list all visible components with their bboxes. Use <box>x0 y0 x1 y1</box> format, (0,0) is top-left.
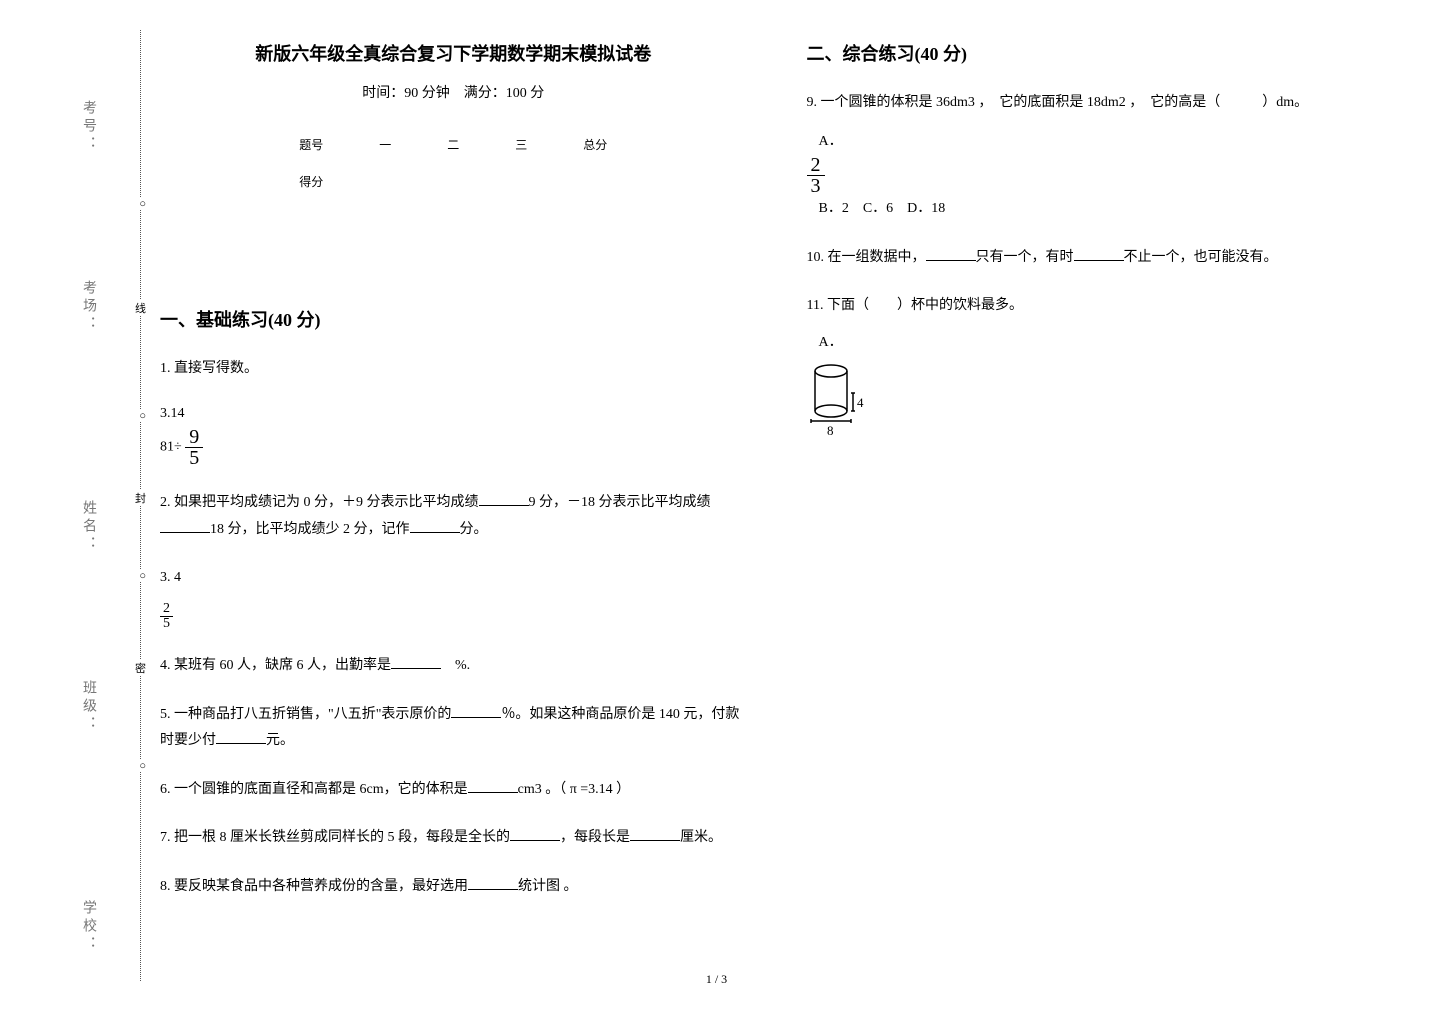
fill-blank <box>451 704 501 718</box>
seal-marker-icon: ○ <box>139 410 146 422</box>
seal-text-seal: 封 <box>135 490 146 506</box>
seal-line: ○ 线 ○ 封 ○ 密 ○ <box>140 30 141 981</box>
fraction: 2 5 <box>160 602 173 631</box>
question-8: 8. 要反映某食品中各种营养成份的含量，最好选用 统计图 。 <box>160 874 747 901</box>
page-number: 1 / 3 <box>0 972 1433 987</box>
question-number: 1. <box>160 361 174 376</box>
question-text: 18 分，比平均成绩少 2 分，记作 <box>210 522 410 537</box>
question-text: 一种商品打八五折销售，"八五折"表示原价的 <box>174 707 451 722</box>
question-text: 如果把平均成绩记为 0 分，＋9 分表示比平均成绩 <box>174 495 479 510</box>
name-label: 姓名： <box>78 500 98 554</box>
question-6: 6. 一个圆锥的底面直径和高都是 6cm，它的体积是 cm3 。（ π =3.14… <box>160 777 747 804</box>
score-table: 题号 一 二 三 总分 得分 <box>271 126 635 200</box>
section-heading-2: 二、综合练习(40 分) <box>807 40 1394 66</box>
score-header: 题号 <box>271 126 351 163</box>
question-text: 元。 <box>266 733 294 748</box>
score-header: 三 <box>487 126 555 163</box>
option-label: A． <box>807 129 843 156</box>
calc-expression: 81÷ <box>160 440 182 455</box>
fill-blank <box>926 247 976 261</box>
question-text: 要反映某食品中各种营养成份的含量，最好选用 <box>174 879 468 894</box>
score-header: 一 <box>351 126 419 163</box>
fraction: 9 5 <box>185 427 203 468</box>
question-text: 把一根 8 厘米长铁丝剪成同样长的 5 段，每段是全长的 <box>174 830 510 845</box>
score-header: 二 <box>419 126 487 163</box>
fill-blank <box>479 492 529 506</box>
exam-room-label: 考场： <box>78 280 98 334</box>
question-number: 3. <box>160 570 174 585</box>
question-3: 3. 4 2 5 <box>160 565 747 631</box>
class-label: 班级： <box>78 680 98 734</box>
question-text: 一个圆锥的体积是 36dm3 ， 它的底面积是 18dm2 ， 它的高是（ ）d… <box>821 95 1309 110</box>
question-10: 10. 在一组数据中， 只有一个，有时 不止一个，也可能没有。 <box>807 245 1394 272</box>
cup-height-label: 4 <box>857 395 864 410</box>
question-number: 8. <box>160 879 174 894</box>
table-row: 得分 <box>271 163 635 200</box>
fill-blank <box>160 519 210 533</box>
question-text: 下面（ ）杯中的饮料最多。 <box>827 298 1023 313</box>
question-text: 厘米。 <box>680 830 722 845</box>
fill-blank <box>630 827 680 841</box>
fraction: 2 3 <box>807 155 825 196</box>
question-11: 11. 下面（ ）杯中的饮料最多。 A． 8 4 <box>807 293 1394 451</box>
option-label: A． <box>807 330 1394 357</box>
table-row: 题号 一 二 三 总分 <box>271 126 635 163</box>
question-text: 某班有 60 人，缺席 6 人，出勤率是 <box>174 658 391 673</box>
section-heading-1: 一、基础练习(40 分) <box>160 306 747 332</box>
question-number: 7. <box>160 830 174 845</box>
school-label: 学校： <box>78 900 98 954</box>
question-text: 分。 <box>460 522 488 537</box>
question-text: 4 <box>174 570 181 585</box>
question-2: 2. 如果把平均成绩记为 0 分，＋9 分表示比平均成绩 9 分，－18 分表示比… <box>160 490 747 543</box>
fill-blank <box>391 655 441 669</box>
cup-icon: 8 4 <box>807 361 877 441</box>
question-text: %. <box>441 658 470 673</box>
fill-blank <box>1074 247 1124 261</box>
question-number: 11. <box>807 298 827 313</box>
question-text: 不止一个，也可能没有。 <box>1124 250 1278 265</box>
question-text: 直接写得数。 <box>174 361 258 376</box>
question-4: 4. 某班有 60 人，缺席 6 人，出勤率是 %. <box>160 653 747 680</box>
question-5: 5. 一种商品打八五折销售，"八五折"表示原价的％。如果这种商品原价是 140 … <box>160 702 747 755</box>
seal-text-line: 线 <box>135 300 146 316</box>
score-header: 总分 <box>555 126 635 163</box>
fill-blank <box>468 876 518 890</box>
binding-margin: 考号： 考场： 姓名： 班级： 学校： ○ 线 ○ 封 ○ 密 ○ <box>20 0 150 1011</box>
seal-marker-icon: ○ <box>139 570 146 582</box>
question-text: ，每段长是 <box>560 830 630 845</box>
exam-subtitle: 时间：90 分钟 满分：100 分 <box>160 82 747 102</box>
question-number: 5. <box>160 707 174 722</box>
question-1: 1. 直接写得数。 3.14 81÷ 9 5 <box>160 356 747 468</box>
question-7: 7. 把一根 8 厘米长铁丝剪成同样长的 5 段，每段是全长的 ，每段长是 厘米。 <box>160 825 747 852</box>
question-text: 在一组数据中， <box>828 250 926 265</box>
question-number: 6. <box>160 782 174 797</box>
cup-diagram: 8 4 <box>807 361 1394 452</box>
calc-expression: 3.14 <box>160 406 185 421</box>
question-number: 10. <box>807 250 828 265</box>
option-rest: B．2 C．6 D．18 <box>807 196 1394 223</box>
score-row-label: 得分 <box>271 163 351 200</box>
question-text: cm3 。（ π =3.14 ） <box>518 782 631 797</box>
question-text: 只有一个，有时 <box>976 250 1074 265</box>
fill-blank <box>410 519 460 533</box>
exam-id-label: 考号： <box>78 100 98 154</box>
seal-marker-icon: ○ <box>139 760 146 772</box>
question-number: 2. <box>160 495 174 510</box>
question-text: 统计图 。 <box>518 879 578 894</box>
question-number: 4. <box>160 658 174 673</box>
exam-content: 新版六年级全真综合复习下学期数学期末模拟试卷 时间：90 分钟 满分：100 分… <box>160 40 1393 951</box>
exam-title: 新版六年级全真综合复习下学期数学期末模拟试卷 <box>160 40 747 66</box>
question-text: 一个圆锥的底面直径和高都是 6cm，它的体积是 <box>174 782 468 797</box>
question-text: 9 分，－18 分表示比平均成绩 <box>529 495 711 510</box>
seal-marker-icon: ○ <box>139 198 146 210</box>
fill-blank <box>468 779 518 793</box>
fill-blank <box>216 730 266 744</box>
question-number: 9. <box>807 95 821 110</box>
seal-text-secret: 密 <box>135 660 146 676</box>
fill-blank <box>510 827 560 841</box>
cup-width-label: 8 <box>827 423 834 438</box>
question-9: 9. 一个圆锥的体积是 36dm3 ， 它的底面积是 18dm2 ， 它的高是（… <box>807 90 1394 223</box>
